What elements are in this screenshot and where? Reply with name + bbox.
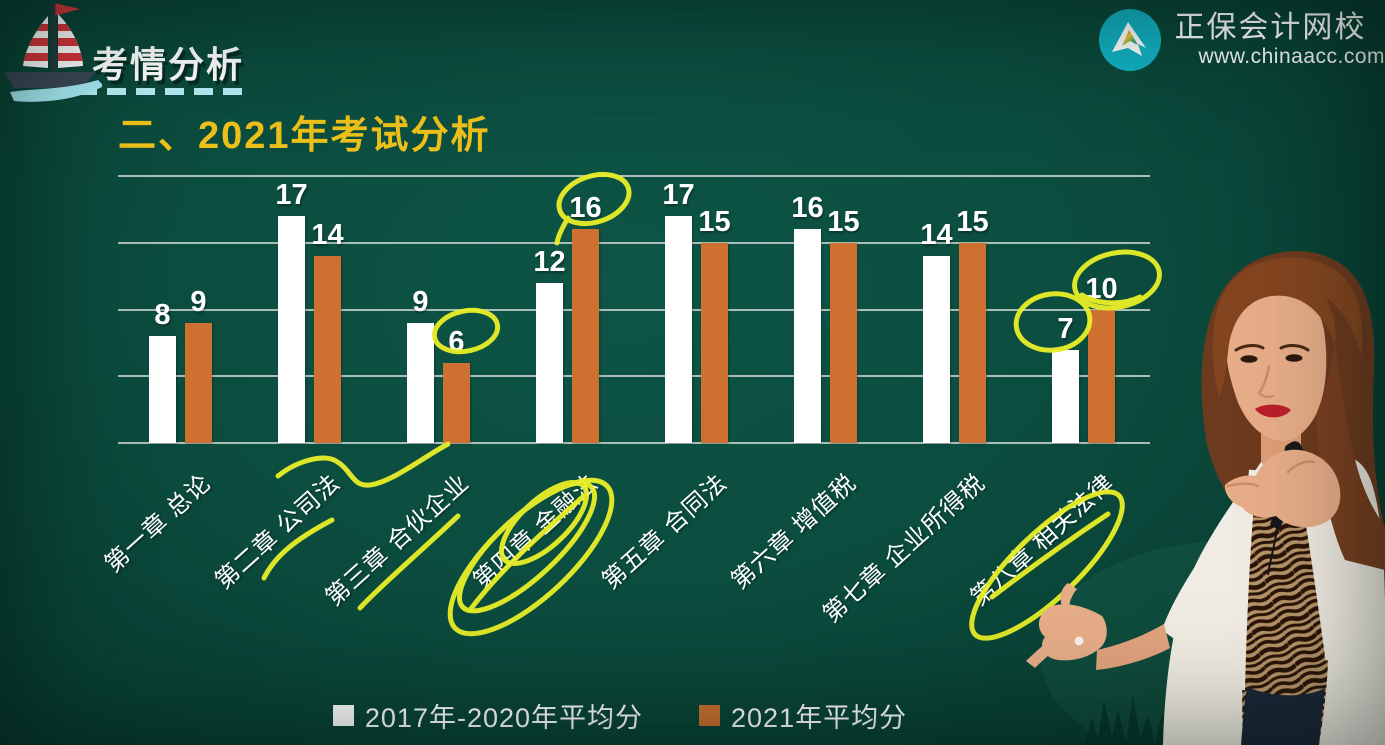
presenter-instructor: [1026, 251, 1385, 745]
gridline: [118, 308, 1150, 311]
squiggle-ch2: [275, 441, 451, 488]
circle-value-16: [556, 171, 632, 227]
circle-value-10: [1072, 249, 1162, 311]
value-label: 15: [827, 205, 860, 238]
bar-series2-ch4: [572, 229, 599, 443]
brand-url: www.chinaacc.com: [1198, 45, 1385, 68]
bar-series1-ch1: [149, 336, 176, 443]
right-hand: [1224, 449, 1341, 528]
face: [1225, 286, 1327, 442]
value-label: 14: [311, 219, 344, 252]
zebra-top: [1242, 469, 1329, 745]
value-label: 7: [1057, 312, 1074, 345]
gridline: [118, 241, 1150, 244]
legend-label: 2021年平均分: [731, 703, 908, 733]
legend-label: 2017年-2020年平均分: [364, 703, 644, 733]
skirt: [1241, 687, 1325, 745]
bar-series1-ch3: [407, 322, 434, 443]
bar-series2-ch7: [959, 242, 986, 443]
bar-series2-ch2: [314, 256, 341, 443]
value-label: 9: [190, 285, 207, 318]
circle-value-7: [1013, 291, 1093, 353]
bar-series1-ch2: [278, 216, 305, 443]
chinaacc-logo-icon: [1099, 9, 1162, 71]
value-label: 15: [698, 205, 731, 238]
value-label: 16: [791, 192, 824, 225]
value-label: 15: [956, 205, 989, 238]
ring: [1074, 636, 1084, 646]
value-label: 14: [920, 219, 953, 252]
bar-series1-ch5: [665, 216, 692, 443]
sleeve: [1162, 568, 1224, 655]
gridline: [118, 175, 1150, 177]
value-label: 17: [275, 179, 308, 212]
legend-swatch-orange: [699, 705, 721, 726]
chart-legend: 2017年-2020年平均分 2021年平均分: [0, 696, 1240, 735]
squiggle-ch3: [357, 513, 461, 611]
bar-series1-ch8: [1052, 349, 1079, 443]
slide-title: 二、2021年考试分析: [118, 115, 491, 157]
bar-series2-ch6: [830, 242, 857, 443]
bar-series2-ch5: [701, 242, 728, 443]
header-dash-line: [78, 88, 252, 95]
gridline: [118, 375, 1150, 378]
value-label: 16: [569, 192, 602, 225]
legend-item-2021: 2021年平均分: [699, 696, 907, 735]
value-label: 12: [533, 245, 566, 278]
bar-series1-ch7: [923, 256, 950, 443]
brand: 正保会计网校 www.chinaacc.com: [1098, 8, 1385, 72]
header-badge: 考情分析: [92, 44, 245, 85]
sailboat-icon: [4, 3, 102, 102]
forearm: [1096, 624, 1170, 670]
bar-series2-ch1: [185, 322, 212, 443]
value-label: 8: [154, 299, 171, 332]
bar-series2-ch3: [443, 362, 470, 443]
value-label: 9: [412, 285, 429, 318]
lips: [1255, 404, 1291, 418]
bar-series2-ch8: [1088, 309, 1115, 443]
gridline: [118, 442, 1150, 444]
legend-item-2017-2020: 2017年-2020年平均分: [332, 696, 644, 735]
bar-series1-ch4: [536, 282, 563, 443]
bar-series1-ch6: [794, 229, 821, 443]
squiggle-ch2b: [261, 517, 335, 581]
circle-value-6: [431, 307, 501, 355]
legend-swatch-white: [332, 705, 354, 726]
brand-name: 正保会计网校: [1174, 11, 1367, 44]
value-label: 17: [662, 179, 695, 212]
